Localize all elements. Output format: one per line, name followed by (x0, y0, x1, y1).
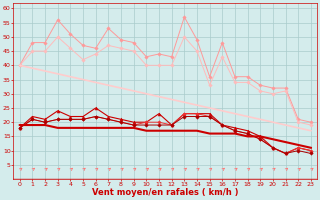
X-axis label: Vent moyen/en rafales ( km/h ): Vent moyen/en rafales ( km/h ) (92, 188, 239, 197)
